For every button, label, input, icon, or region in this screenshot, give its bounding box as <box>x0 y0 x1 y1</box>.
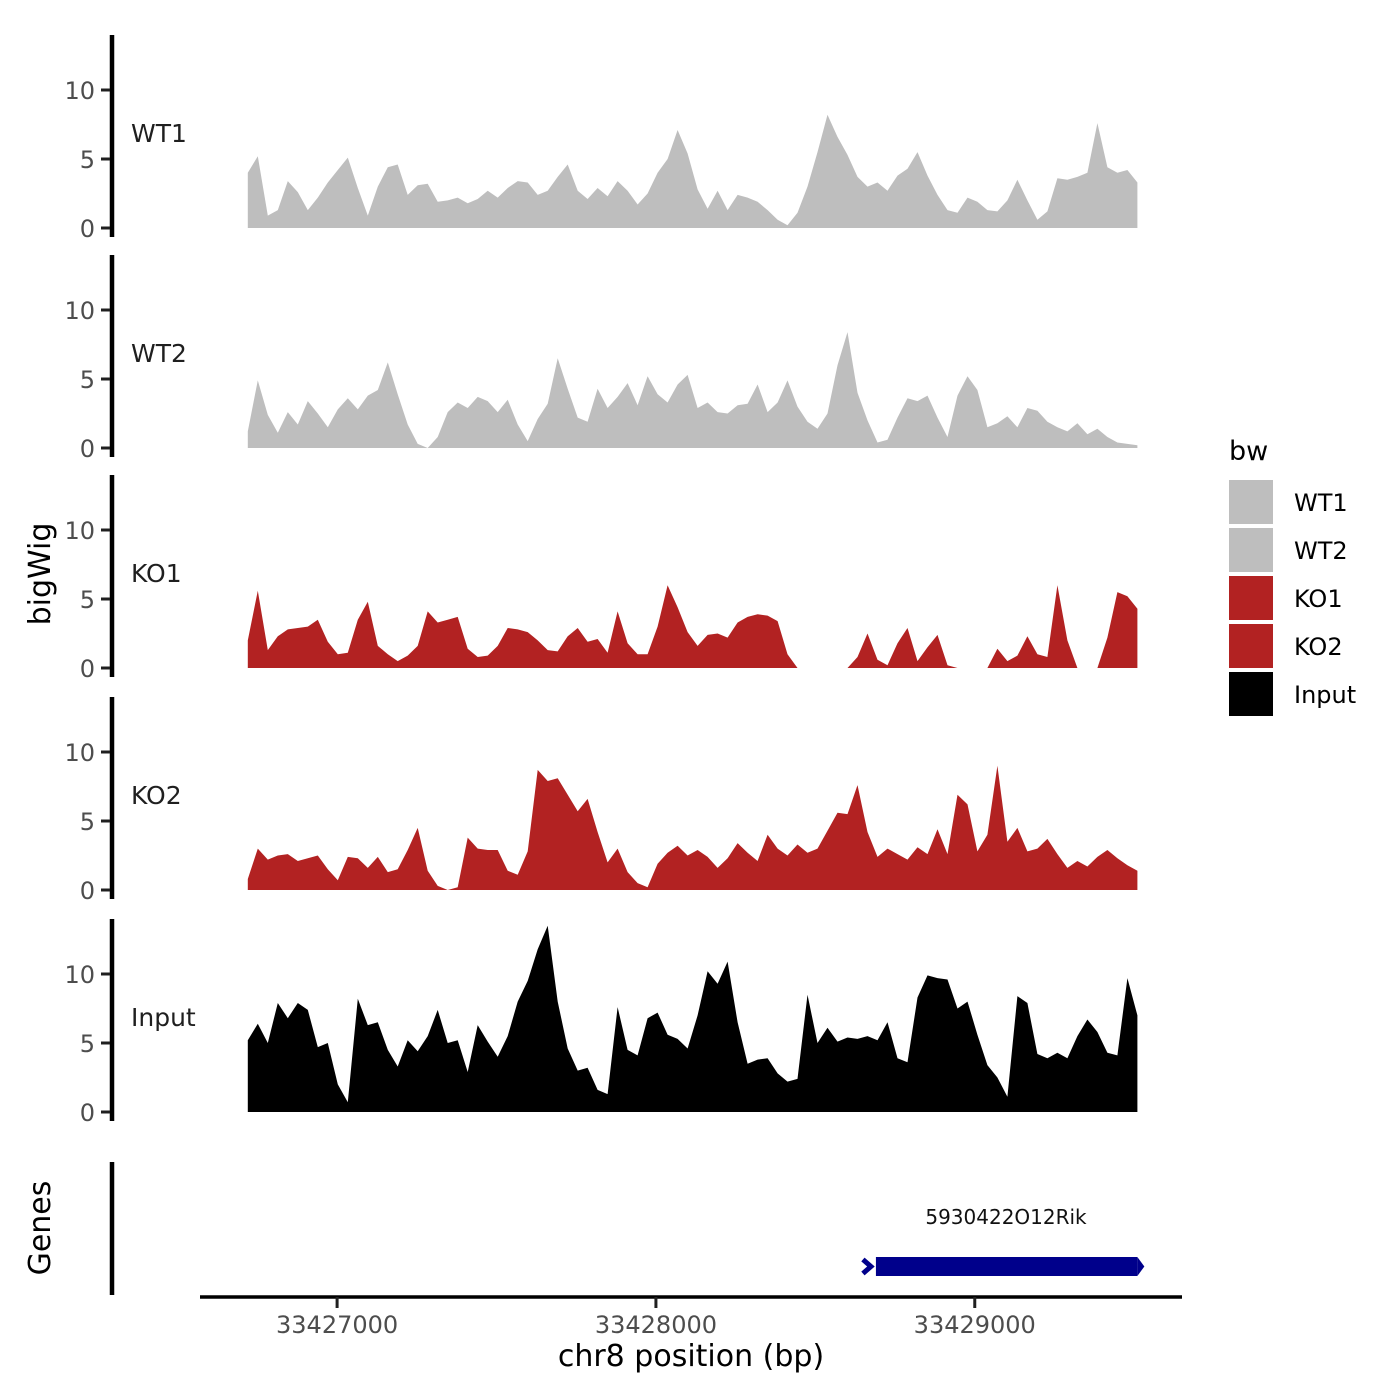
track-input: 0 5 10 Input <box>64 919 1138 1127</box>
genes-axis-title: Genes <box>23 1181 58 1276</box>
y-tick-label: 5 <box>80 1030 95 1058</box>
x-tick-label: 33428000 <box>595 1311 717 1339</box>
track-wt2: 0 5 10 WT2 <box>64 255 1138 463</box>
y-tick-label: 10 <box>64 77 95 105</box>
gene-body <box>875 1257 1138 1276</box>
track-ko2: 0 5 10 KO2 <box>64 697 1138 905</box>
track-label-ko2: KO2 <box>131 781 182 810</box>
legend-key-wt1 <box>1229 480 1273 524</box>
legend-key-input <box>1229 672 1273 716</box>
legend-label-ko2: KO2 <box>1294 633 1343 661</box>
gene-arrow-tip-icon <box>1137 1257 1145 1276</box>
coverage-tracks: 0 5 10 WT1 0 5 10 WT2 0 5 10 KO1 0 5 10 KO2 0 5 10 Input <box>64 35 1138 1127</box>
y-tick-label: 5 <box>80 808 95 836</box>
legend-key-ko2 <box>1229 624 1273 668</box>
track-ko1: 0 5 10 KO1 <box>64 475 1138 683</box>
x-tick-label: 33427000 <box>276 1311 398 1339</box>
legend-title: bw <box>1229 436 1268 467</box>
coverage-area-ko2 <box>247 765 1138 890</box>
y-tick-label: 0 <box>80 1099 95 1127</box>
legend-label-ko1: KO1 <box>1294 585 1343 613</box>
y-tick-label: 10 <box>64 297 95 325</box>
track-label-wt1: WT1 <box>131 119 187 148</box>
track-wt1: 0 5 10 WT1 <box>64 35 1138 243</box>
y-axis-title: bigWig <box>23 523 58 626</box>
x-tick-label: 33429000 <box>914 1311 1036 1339</box>
y-tick-label: 10 <box>64 961 95 989</box>
coverage-area-ko1 <box>247 585 1138 668</box>
legend: WT1 WT2 KO1 KO2 Input <box>1229 480 1356 716</box>
legend-key-wt2 <box>1229 528 1273 572</box>
y-tick-label: 0 <box>80 877 95 905</box>
coverage-area-wt2 <box>247 332 1138 448</box>
legend-label-input: Input <box>1294 681 1356 709</box>
legend-key-ko1 <box>1229 576 1273 620</box>
y-tick-label: 5 <box>80 146 95 174</box>
coverage-area-input <box>247 925 1138 1112</box>
y-tick-label: 0 <box>80 655 95 683</box>
gene-label: 5930422O12Rik <box>925 1205 1087 1229</box>
y-tick-label: 0 <box>80 435 95 463</box>
y-tick-label: 10 <box>64 517 95 545</box>
legend-label-wt2: WT2 <box>1294 537 1348 565</box>
legend-label-wt1: WT1 <box>1294 489 1348 517</box>
y-tick-label: 5 <box>80 366 95 394</box>
track-label-ko1: KO1 <box>131 559 182 588</box>
gene-strand-chevron-icon <box>861 1257 875 1276</box>
track-label-wt2: WT2 <box>131 339 187 368</box>
y-tick-label: 5 <box>80 586 95 614</box>
track-label-input: Input <box>131 1003 196 1032</box>
y-tick-label: 10 <box>64 739 95 767</box>
x-axis: 33427000 33428000 33429000 <box>200 1295 1182 1339</box>
x-axis-title: chr8 position (bp) <box>558 1339 824 1374</box>
genes-track <box>109 1162 1145 1295</box>
coverage-area-wt1 <box>247 114 1138 228</box>
y-tick-label: 0 <box>80 215 95 243</box>
